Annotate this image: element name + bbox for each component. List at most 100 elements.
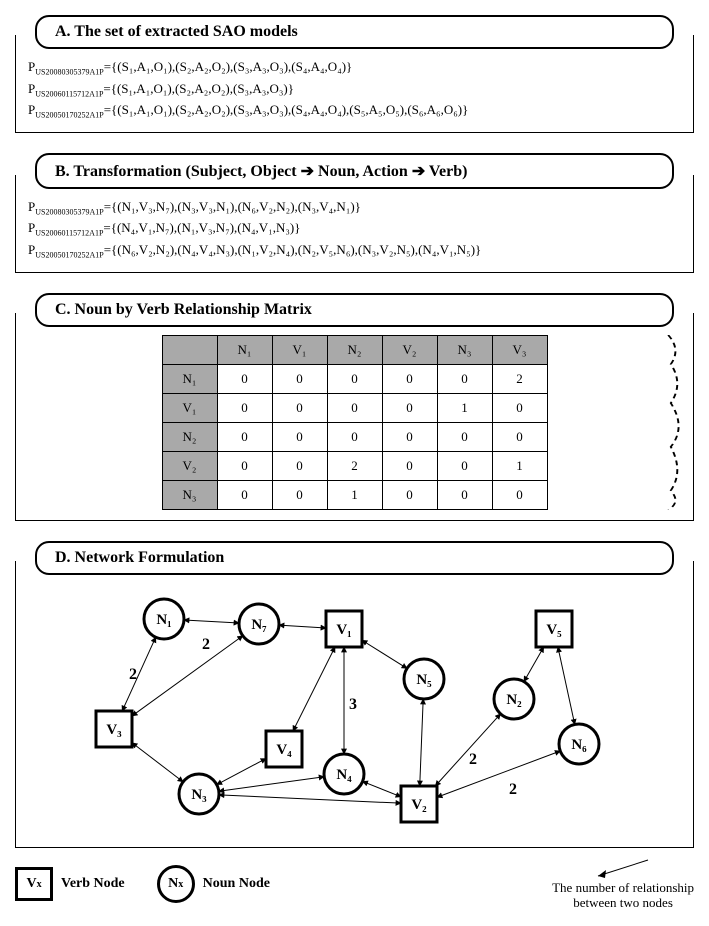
panel-a-body: PUS20080305379A1P={(S₁,A₁,O₁),(S₂,A₂,O₂)… [15, 35, 694, 133]
matrix-cell: 0 [217, 480, 272, 509]
matrix-cell: 0 [492, 393, 547, 422]
matrix-cell: 0 [492, 422, 547, 451]
panel-b-body: PUS20080305379A1P={(N₁,V₃,N₇),(N₃,V₃,N₁)… [15, 175, 694, 273]
matrix-col-header: N₁ [217, 335, 272, 364]
noun-node-icon: Nx [157, 865, 195, 903]
matrix-cell: 0 [492, 480, 547, 509]
node-label: V₂ [411, 797, 427, 813]
tuple-line: PUS20060115712A1P={(S₁,A₁,O₁),(S₂,A₂,O₂)… [28, 79, 681, 101]
matrix-cell: 0 [217, 451, 272, 480]
matrix-cell: 0 [217, 393, 272, 422]
matrix-row-header: N₃ [162, 480, 217, 509]
matrix-cell: 1 [492, 451, 547, 480]
torn-edge-icon [663, 335, 689, 510]
matrix-cell: 0 [382, 393, 437, 422]
verb-node-label: Verb Node [61, 876, 125, 892]
matrix-wrap: N₁V₁N₂V₂N₃V₃N₁000002V₁000010N₂000000V₂00… [28, 335, 681, 510]
node-label: N₄ [336, 767, 352, 783]
edge-weight-label: 2 [509, 781, 517, 798]
network-edge [437, 751, 560, 797]
matrix-row-header: V₂ [162, 451, 217, 480]
node-label: V₃ [106, 722, 122, 738]
edge-weight-label: 2 [129, 666, 137, 683]
network-edge [524, 647, 544, 682]
network-edge [132, 742, 183, 781]
legend-note-l2: between two nodes [573, 895, 673, 910]
matrix-cell: 0 [437, 422, 492, 451]
matrix-cell: 0 [437, 364, 492, 393]
panel-a-title: A. The set of extracted SAO models [35, 15, 674, 49]
network-edge [363, 781, 401, 796]
edge-weight-label: 2 [469, 751, 477, 768]
network-edge [420, 699, 423, 786]
matrix-cell: 0 [217, 422, 272, 451]
matrix-cell: 0 [382, 451, 437, 480]
verb-node-icon: Vx [15, 867, 53, 901]
panel-c: C. Noun by Verb Relationship Matrix N₁V₁… [15, 293, 694, 521]
matrix-cell: 0 [272, 451, 327, 480]
matrix-col-header: N₃ [437, 335, 492, 364]
matrix-cell: 2 [492, 364, 547, 393]
edge-weight-label: 2 [202, 636, 210, 653]
matrix-cell: 0 [217, 364, 272, 393]
matrix-cell: 2 [327, 451, 382, 480]
node-label: N₆ [571, 737, 587, 753]
panel-b-title: B. Transformation (Subject, Object ➔ Nou… [35, 153, 674, 189]
tuple-line: PUS20080305379A1P={(S₁,A₁,O₁),(S₂,A₂,O₂)… [28, 57, 681, 79]
network-edge [219, 794, 401, 802]
matrix-cell: 1 [327, 480, 382, 509]
matrix-row-header: N₁ [162, 364, 217, 393]
legend-note: The number of relationship between two n… [552, 858, 694, 911]
network-edge [132, 635, 243, 715]
matrix-cell: 0 [272, 480, 327, 509]
node-label: V₁ [336, 622, 351, 638]
legend-row: Vx Verb Node Nx Noun Node The number of … [15, 858, 694, 911]
node-label: N₁ [156, 612, 171, 628]
legend-arrow-icon [593, 858, 653, 880]
legend-note-l1: The number of relationship [552, 880, 694, 895]
matrix-cell: 0 [382, 422, 437, 451]
network-edge [217, 758, 266, 784]
network-diagram: 2 2 3 2 2 N₁ N₇ V₁ V₅ N₅ N₂ V₃ V₄ N₄ N₆ N₃ V₂ [24, 579, 664, 829]
tuple-line: PUS20080305379A1P={(N₁,V₃,N₇),(N₃,V₃,N₁)… [28, 197, 681, 219]
node-label: V₄ [276, 742, 292, 758]
network-edge [435, 713, 500, 785]
edge-weight-label: 3 [349, 696, 357, 713]
matrix-cell: 0 [327, 393, 382, 422]
noun-node-label: Noun Node [203, 876, 270, 892]
matrix-row-header: V₁ [162, 393, 217, 422]
matrix-col-header: N₂ [327, 335, 382, 364]
matrix-cell: 0 [272, 364, 327, 393]
matrix-row-header: N₂ [162, 422, 217, 451]
node-label: N₂ [506, 692, 522, 708]
node-label: N₃ [191, 787, 207, 803]
network-edge [122, 637, 156, 711]
network-edge [558, 647, 575, 724]
matrix-col-header: V₃ [492, 335, 547, 364]
matrix-cell: 0 [327, 364, 382, 393]
matrix-cell: 0 [382, 480, 437, 509]
network-edge [184, 620, 239, 623]
panel-d-body: 2 2 3 2 2 N₁ N₇ V₁ V₅ N₅ N₂ V₃ V₄ N₄ N₆ N₃ V₂ [15, 561, 694, 848]
network-edge [279, 625, 326, 628]
node-label: N₅ [416, 672, 432, 688]
panel-b: B. Transformation (Subject, Object ➔ Nou… [15, 153, 694, 273]
matrix-cell: 0 [327, 422, 382, 451]
matrix-col-header: V₁ [272, 335, 327, 364]
panel-d: D. Network Formulation 2 2 3 2 2 N₁ N₇ V₁ V₅ N₅ N₂… [15, 541, 694, 848]
matrix-cell: 0 [437, 451, 492, 480]
node-label: V₅ [546, 622, 562, 638]
network-edge [293, 647, 335, 731]
tuple-line: PUS20060115712A1P={(N₄,V₁,N₇),(N₁,V₃,N₇)… [28, 218, 681, 240]
matrix-cell: 0 [382, 364, 437, 393]
panel-a: A. The set of extracted SAO models PUS20… [15, 15, 694, 133]
node-label: N₇ [251, 617, 267, 633]
tuple-line: PUS20050170252A1P={(N₆,V₂,N₂),(N₄,V₄,N₃)… [28, 240, 681, 262]
matrix-cell: 0 [272, 422, 327, 451]
panel-c-title: C. Noun by Verb Relationship Matrix [35, 293, 674, 327]
matrix-col-header: V₂ [382, 335, 437, 364]
matrix-cell: 0 [437, 480, 492, 509]
panel-d-title: D. Network Formulation [35, 541, 674, 575]
panel-c-body: N₁V₁N₂V₂N₃V₃N₁000002V₁000010N₂000000V₂00… [15, 313, 694, 521]
tuple-line: PUS20050170252A1P={(S₁,A₁,O₁),(S₂,A₂,O₂)… [28, 100, 681, 122]
